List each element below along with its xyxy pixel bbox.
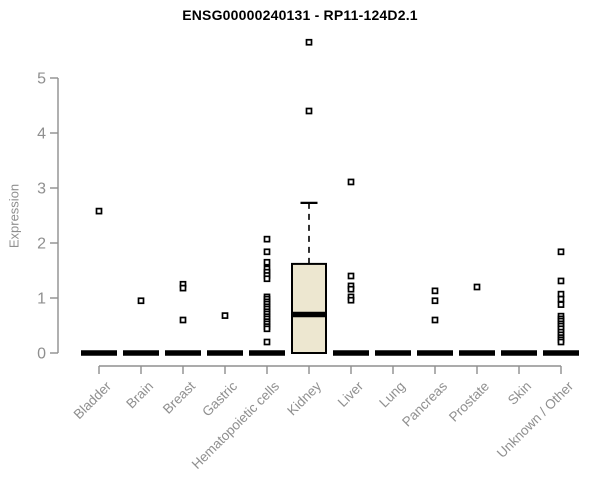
outlier-point bbox=[305, 107, 313, 115]
outlier-point bbox=[263, 325, 271, 333]
outlier-point bbox=[347, 285, 355, 293]
box-median bbox=[459, 350, 495, 356]
x-tick-label: Prostate bbox=[446, 379, 492, 425]
outlier-point bbox=[179, 316, 187, 324]
outlier-point bbox=[473, 283, 481, 291]
y-tick-label: 1 bbox=[37, 291, 46, 308]
box bbox=[291, 262, 327, 354]
x-tick-label: Gastric bbox=[199, 378, 240, 419]
y-tick-label: 2 bbox=[37, 236, 46, 253]
box-median bbox=[249, 350, 285, 356]
outlier-point bbox=[347, 272, 355, 280]
outlier-point bbox=[431, 287, 439, 295]
box-median bbox=[81, 350, 117, 356]
box-median bbox=[123, 350, 159, 356]
x-tick-label: Kidney bbox=[284, 378, 324, 418]
y-tick-label: 3 bbox=[37, 181, 46, 198]
outlier-point bbox=[557, 338, 565, 346]
box-median bbox=[501, 350, 537, 356]
outlier-point bbox=[137, 297, 145, 305]
outlier-point bbox=[221, 312, 229, 319]
x-tick-label: Pancreas bbox=[399, 378, 450, 429]
outlier-point bbox=[263, 235, 271, 243]
box-median bbox=[207, 350, 243, 356]
outlier-point bbox=[95, 207, 103, 215]
x-tick-label: Unknown / Other bbox=[494, 378, 577, 461]
x-tick-label: Lung bbox=[376, 379, 408, 411]
chart-title: ENSG00000240131 - RP11-124D2.1 bbox=[182, 7, 418, 23]
box-median bbox=[543, 350, 579, 356]
x-tick-label: Skin bbox=[505, 379, 534, 408]
x-tick-label: Liver bbox=[335, 378, 367, 410]
x-tick-label: Breast bbox=[160, 378, 198, 416]
box-median bbox=[375, 350, 411, 356]
y-tick-label: 5 bbox=[37, 71, 46, 88]
x-tick-label: Bladder bbox=[71, 378, 115, 422]
y-tick-label: 4 bbox=[37, 126, 46, 143]
box-median bbox=[291, 311, 327, 318]
box-median bbox=[417, 350, 453, 356]
outlier-point bbox=[263, 258, 271, 266]
outlier-point bbox=[557, 277, 565, 285]
outlier-point bbox=[431, 297, 439, 305]
outlier-point bbox=[557, 248, 565, 256]
outlier-point bbox=[179, 284, 187, 292]
x-tick-label: Brain bbox=[123, 379, 156, 412]
outlier-point bbox=[305, 38, 313, 46]
outlier-point bbox=[263, 248, 271, 256]
outlier-point bbox=[431, 316, 439, 324]
outlier-point bbox=[347, 296, 355, 304]
y-tick-label: 0 bbox=[37, 346, 46, 363]
outlier-point bbox=[263, 275, 271, 283]
outlier-point bbox=[557, 295, 565, 303]
outlier-point bbox=[263, 338, 271, 346]
box-median bbox=[333, 350, 369, 356]
outlier-point bbox=[557, 301, 565, 308]
outlier-point bbox=[347, 178, 355, 186]
box-median bbox=[165, 350, 201, 356]
